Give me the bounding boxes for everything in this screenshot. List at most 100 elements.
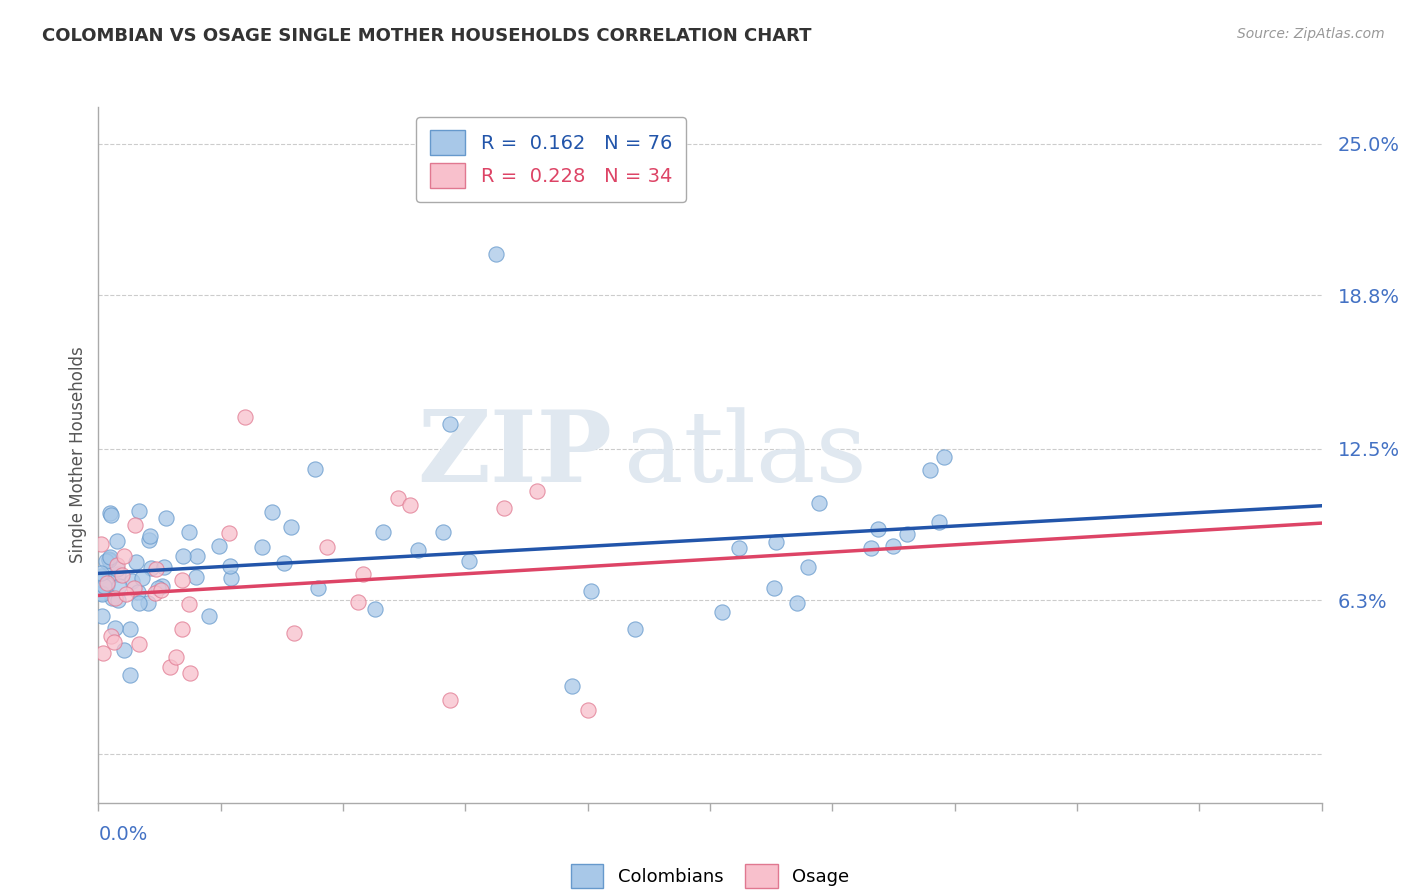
Point — [406, 543, 429, 558]
Point — [762, 581, 785, 595]
Point — [155, 511, 177, 525]
Point — [111, 568, 134, 582]
Point — [100, 591, 122, 605]
Point — [104, 621, 127, 635]
Point — [128, 637, 150, 651]
Point — [107, 593, 129, 607]
Point — [170, 622, 193, 636]
Point — [103, 635, 125, 649]
Point — [97, 573, 120, 587]
Point — [494, 500, 516, 515]
Point — [304, 462, 326, 476]
Point — [352, 567, 374, 582]
Point — [118, 667, 141, 681]
Point — [93, 579, 115, 593]
Point — [103, 591, 125, 606]
Point — [90, 566, 112, 580]
Point — [90, 586, 112, 600]
Point — [98, 551, 121, 566]
Y-axis label: Single Mother Households: Single Mother Households — [69, 347, 87, 563]
Text: 0.0%: 0.0% — [98, 825, 148, 844]
Point — [138, 533, 160, 547]
Point — [387, 491, 409, 505]
Point — [280, 520, 302, 534]
Point — [96, 577, 118, 591]
Point — [148, 581, 170, 595]
Point — [576, 703, 599, 717]
Point — [120, 623, 142, 637]
Point — [579, 584, 602, 599]
Point — [198, 609, 221, 624]
Point — [90, 537, 112, 551]
Point — [260, 505, 283, 519]
Point — [108, 579, 131, 593]
Text: atlas: atlas — [624, 407, 868, 503]
Point — [107, 567, 129, 582]
Point — [219, 571, 242, 585]
Point — [179, 525, 201, 540]
Legend: Colombians, Osage: Colombians, Osage — [560, 854, 860, 892]
Point — [439, 417, 461, 432]
Point — [432, 524, 454, 539]
Point — [307, 581, 329, 595]
Point — [882, 539, 904, 553]
Point — [485, 246, 508, 260]
Point — [868, 522, 890, 536]
Text: Source: ZipAtlas.com: Source: ZipAtlas.com — [1237, 27, 1385, 41]
Point — [105, 533, 128, 548]
Point — [122, 581, 145, 595]
Point — [98, 550, 121, 565]
Point — [100, 508, 122, 523]
Point — [128, 504, 150, 518]
Point — [765, 535, 787, 549]
Point — [797, 560, 820, 574]
Point — [218, 525, 240, 540]
Point — [186, 549, 208, 563]
Point — [112, 549, 135, 563]
Point — [807, 496, 830, 510]
Point — [97, 553, 120, 567]
Point — [136, 596, 159, 610]
Point — [124, 518, 146, 533]
Point — [624, 622, 647, 636]
Point — [98, 506, 121, 520]
Point — [208, 539, 231, 553]
Point — [920, 463, 942, 477]
Point — [121, 574, 143, 588]
Point — [184, 570, 207, 584]
Point — [233, 410, 256, 425]
Point — [399, 498, 422, 512]
Point — [172, 549, 194, 564]
Point — [526, 483, 548, 498]
Point — [283, 625, 305, 640]
Point — [145, 561, 167, 575]
Point — [94, 554, 117, 568]
Point — [131, 571, 153, 585]
Point — [710, 605, 733, 619]
Point — [139, 529, 162, 543]
Point — [143, 585, 166, 599]
Point — [107, 562, 129, 576]
Point — [105, 558, 128, 572]
Point — [934, 450, 956, 465]
Point — [928, 515, 950, 529]
Point — [371, 525, 394, 540]
Point — [165, 650, 187, 665]
Point — [273, 556, 295, 570]
Text: ZIP: ZIP — [418, 407, 612, 503]
Point — [346, 595, 368, 609]
Point — [177, 597, 200, 611]
Point — [91, 587, 114, 601]
Point — [96, 576, 118, 591]
Point — [90, 569, 112, 583]
Point — [179, 666, 201, 681]
Point — [219, 559, 242, 574]
Point — [112, 643, 135, 657]
Point — [439, 693, 461, 707]
Point — [364, 602, 387, 616]
Point — [315, 540, 337, 554]
Point — [250, 541, 273, 555]
Point — [896, 527, 918, 541]
Point — [91, 646, 114, 660]
Point — [115, 587, 138, 601]
